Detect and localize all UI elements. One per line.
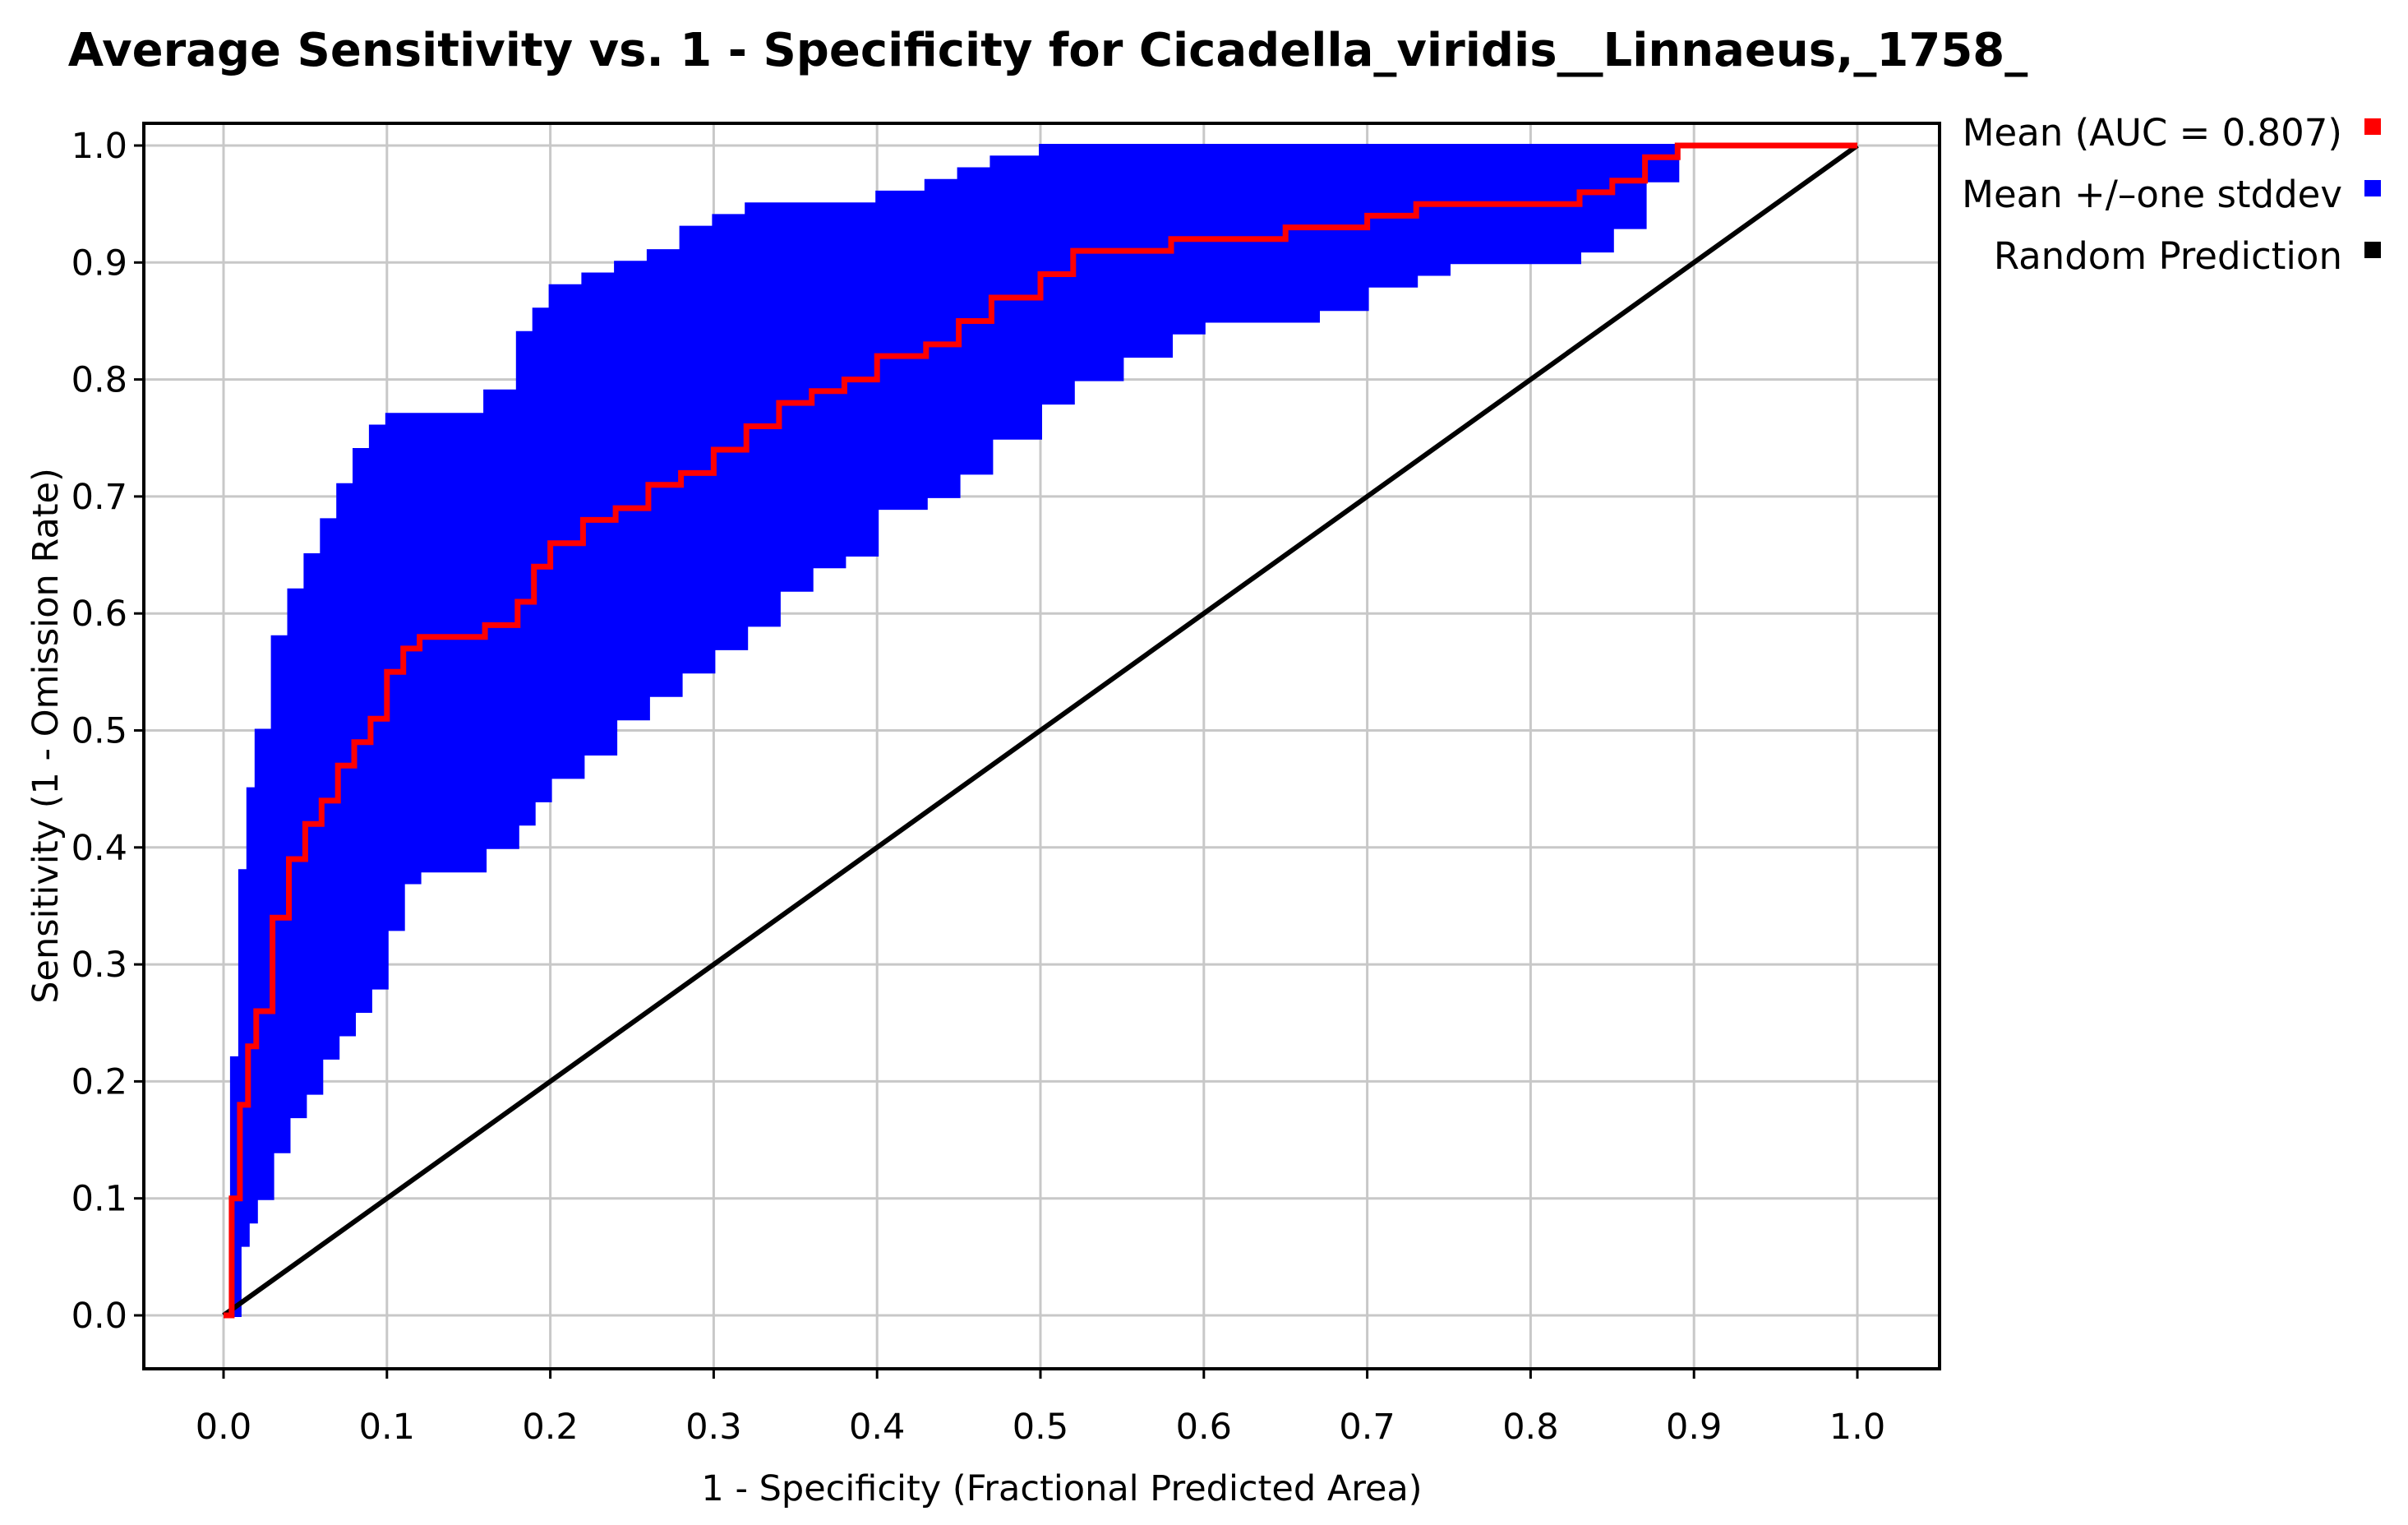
y-tick-label: 1.0	[72, 126, 127, 167]
x-tick-label: 0.9	[1666, 1407, 1722, 1448]
x-tick-labels: 0.0 0.1 0.2 0.3 0.4 0.5 0.6 0.7 0.8 0.9 1.0	[196, 1369, 1885, 1448]
mean-roc-line	[224, 142, 1857, 1319]
legend-swatch-random	[2364, 242, 2381, 258]
y-tick-label: 0.9	[72, 243, 127, 284]
y-tick-label: 0.6	[72, 594, 127, 635]
x-tick-label: 0.6	[1176, 1407, 1232, 1448]
x-tick-label: 0.8	[1502, 1407, 1558, 1448]
x-axis-label: 1 - Specificity (Fractional Predicted Ar…	[701, 1468, 1422, 1509]
chart-legend: Mean (AUC = 0.807) Mean +/–one stddev Ra…	[1962, 111, 2381, 278]
y-tick-label: 0.5	[72, 711, 127, 752]
y-tick-label: 0.2	[72, 1061, 127, 1102]
y-tick-label: 0.3	[72, 945, 127, 986]
y-axis-label: Sensitivity (1 - Omission Rate)	[25, 468, 67, 1004]
x-tick-label: 0.0	[196, 1407, 251, 1448]
stddev-band	[224, 144, 1857, 1317]
random-prediction-line	[222, 143, 1859, 1318]
x-tick-label: 0.3	[685, 1407, 741, 1448]
x-tick-label: 0.7	[1339, 1407, 1395, 1448]
y-tick-labels: 0.0 0.1 0.2 0.3 0.4 0.5 0.6 0.7 0.8 0.9 1.0	[72, 126, 144, 1337]
legend-swatch-stddev	[2364, 180, 2381, 196]
stddev-band-layer	[224, 144, 1857, 1317]
y-tick-label: 0.0	[72, 1296, 127, 1337]
x-tick-label: 1.0	[1829, 1407, 1885, 1448]
x-tick-label: 0.4	[849, 1407, 905, 1448]
y-tick-label: 0.8	[72, 360, 127, 401]
y-tick-label: 0.7	[72, 477, 127, 518]
x-tick-label: 0.1	[359, 1407, 415, 1448]
x-tick-label: 0.2	[522, 1407, 578, 1448]
legend-label-mean: Mean (AUC = 0.807)	[1963, 111, 2342, 155]
y-tick-label: 0.4	[72, 828, 127, 869]
legend-swatch-mean	[2364, 118, 2381, 135]
y-tick-label: 0.1	[72, 1179, 127, 1220]
chart-title: Average Sensitivity vs. 1 - Specificity …	[68, 24, 2028, 77]
x-tick-label: 0.5	[1013, 1407, 1068, 1448]
series-line-layer	[222, 142, 1859, 1319]
legend-label-stddev: Mean +/–one stddev	[1962, 173, 2342, 216]
legend-label-random: Random Prediction	[1994, 234, 2342, 278]
